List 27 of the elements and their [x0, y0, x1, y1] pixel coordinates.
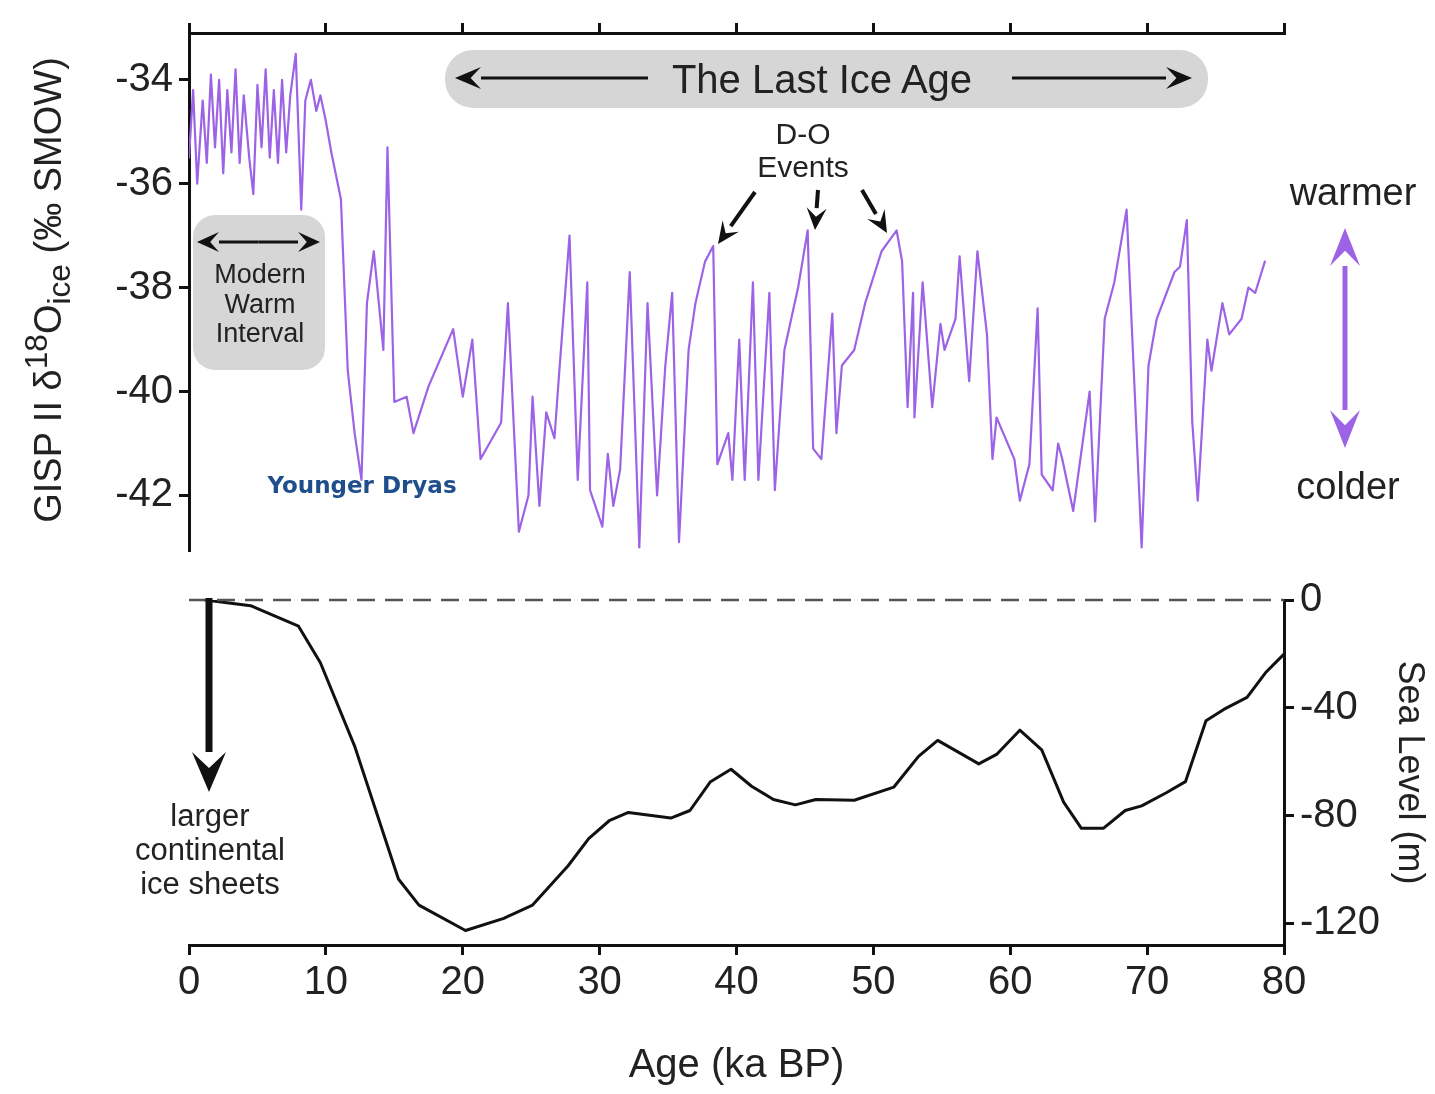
text: warmer	[1288, 171, 1418, 214]
x-tick-label: 50	[851, 958, 896, 1003]
x-axis-title: Age (ka BP)	[628, 1041, 845, 1086]
annotation: D-O Events	[756, 117, 850, 183]
y2-tick-label: 0	[1300, 575, 1323, 620]
x-tick-label: 40	[714, 958, 759, 1003]
annotation: Younger Dryas	[266, 472, 458, 499]
y2-tick-label: -120	[1300, 898, 1381, 943]
annotation: Modern Warm Interval	[213, 259, 307, 350]
x-tick-label: 0	[177, 958, 201, 1003]
y-tick-label: -38	[115, 262, 173, 307]
annotation: The Last Ice Age	[670, 57, 974, 101]
x-tick-label: 30	[577, 958, 622, 1003]
y2-tick-label: -80	[1300, 790, 1358, 835]
annotation: larger continental ice sheets	[134, 797, 286, 902]
x-tick-label: 80	[1261, 958, 1307, 1003]
x-tick-label: 10	[303, 958, 349, 1003]
y-tick-label: -34	[115, 54, 173, 99]
x-tick-label: 60	[988, 958, 1033, 1003]
y2-tick-label: -40	[1300, 682, 1358, 727]
x-tick-label: 70	[1124, 958, 1170, 1003]
y-tick-label: -36	[115, 158, 173, 203]
text: colder	[1295, 465, 1401, 508]
y-tick-label: -42	[115, 470, 173, 515]
y-tick-label: -40	[115, 366, 173, 411]
y2-axis-title: Sea Level (m)	[1391, 660, 1433, 885]
x-tick-label: 20	[440, 958, 485, 1003]
